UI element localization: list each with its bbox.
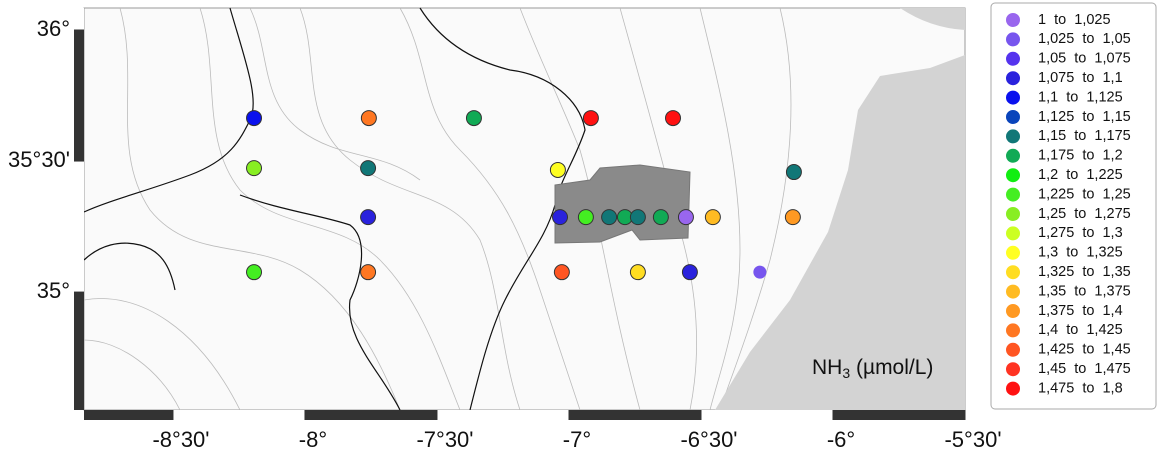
legend-label: 1,15 to 1,175 xyxy=(1038,128,1131,144)
legend-swatch xyxy=(1006,188,1020,202)
frame-segment xyxy=(833,410,965,420)
station xyxy=(653,210,668,225)
x-tick-label: -8°30' xyxy=(152,427,209,452)
y-tick-label: 35° xyxy=(37,278,70,303)
station xyxy=(550,162,565,177)
variable-label: NH3 (µmol/L) xyxy=(812,356,933,381)
legend-swatch xyxy=(1006,246,1020,260)
legend-label: 1,125 to 1,15 xyxy=(1038,109,1131,125)
x-tick-label: -8° xyxy=(299,427,327,452)
legend-swatch xyxy=(1006,285,1020,299)
station xyxy=(247,161,262,176)
station xyxy=(583,111,598,126)
legend-swatch xyxy=(1006,149,1020,163)
frame-segment xyxy=(437,410,569,420)
station xyxy=(786,165,801,180)
station xyxy=(785,210,800,225)
frame-segment xyxy=(569,410,701,420)
station xyxy=(361,265,376,280)
frame-segment xyxy=(173,410,305,420)
y-tick-label: 36° xyxy=(37,16,70,41)
frame-segment xyxy=(305,410,437,420)
variable-subscript: 3 xyxy=(842,365,850,381)
x-tick-label: -5°30' xyxy=(944,427,1001,452)
legend-label: 1 to 1,025 xyxy=(1038,12,1111,28)
station xyxy=(247,265,262,280)
legend-swatch xyxy=(1006,226,1020,240)
legend-swatch xyxy=(1006,32,1020,46)
legend-label: 1,225 to 1,25 xyxy=(1038,186,1131,202)
legend-label: 1,35 to 1,375 xyxy=(1038,283,1131,299)
frame-segment xyxy=(84,410,173,420)
frame-segment xyxy=(701,410,833,420)
legend-swatch xyxy=(1006,52,1020,66)
legend-swatch xyxy=(1006,168,1020,182)
variable-name: NH xyxy=(812,356,842,379)
station xyxy=(602,210,617,225)
frame-segment xyxy=(74,30,84,161)
x-tick-label: -7° xyxy=(563,427,591,452)
station xyxy=(630,265,645,280)
station xyxy=(753,266,766,279)
station xyxy=(578,210,593,225)
station xyxy=(666,111,681,126)
legend-swatch xyxy=(1006,129,1020,143)
station xyxy=(247,111,262,126)
station xyxy=(630,210,645,225)
legend-label: 1,4 to 1,425 xyxy=(1038,322,1123,338)
map-figure: -8°30'-8°-7°30'-7°-6°30'-6°-5°30'36°35°3… xyxy=(0,0,1162,456)
frame-segment xyxy=(74,161,84,292)
station xyxy=(678,210,693,225)
legend-swatch xyxy=(1006,382,1020,396)
legend-swatch xyxy=(1006,343,1020,357)
legend-label: 1,425 to 1,45 xyxy=(1038,342,1131,358)
legend-label: 1,05 to 1,075 xyxy=(1038,51,1131,67)
legend-label: 1,1 to 1,125 xyxy=(1038,89,1123,105)
x-tick-label: -6° xyxy=(827,427,855,452)
legend-label: 1,475 to 1,8 xyxy=(1038,380,1123,396)
legend-swatch xyxy=(1006,362,1020,376)
x-tick-label: -7°30' xyxy=(416,427,473,452)
legend-label: 1,375 to 1,4 xyxy=(1038,303,1123,319)
x-tick-label: -6°30' xyxy=(680,427,737,452)
station xyxy=(361,161,376,176)
y-tick-label: 35°30' xyxy=(8,147,70,172)
station xyxy=(466,111,481,126)
station xyxy=(361,111,376,126)
legend-swatch xyxy=(1006,91,1020,105)
legend-label: 1,45 to 1,475 xyxy=(1038,361,1131,377)
station xyxy=(554,265,569,280)
legend-swatch xyxy=(1006,13,1020,27)
station xyxy=(682,265,697,280)
frame-segment xyxy=(74,292,84,410)
legend-label: 1,075 to 1,1 xyxy=(1038,70,1123,86)
station xyxy=(361,210,376,225)
legend-swatch xyxy=(1006,71,1020,85)
legend-label: 1,325 to 1,35 xyxy=(1038,264,1131,280)
legend-label: 1,3 to 1,325 xyxy=(1038,245,1123,261)
legend-swatch xyxy=(1006,304,1020,318)
variable-unit: (µmol/L) xyxy=(850,356,933,379)
station xyxy=(705,210,720,225)
legend-swatch xyxy=(1006,323,1020,337)
legend-label: 1,25 to 1,275 xyxy=(1038,206,1131,222)
station xyxy=(553,210,568,225)
legend-label: 1,175 to 1,2 xyxy=(1038,148,1123,164)
legend-swatch xyxy=(1006,207,1020,221)
legend-swatch xyxy=(1006,110,1020,124)
legend-label: 1,025 to 1,05 xyxy=(1038,31,1131,47)
legend-label: 1,2 to 1,225 xyxy=(1038,167,1123,183)
legend-label: 1,275 to 1,3 xyxy=(1038,225,1123,241)
legend-swatch xyxy=(1006,265,1020,279)
frame-segment xyxy=(74,8,84,30)
